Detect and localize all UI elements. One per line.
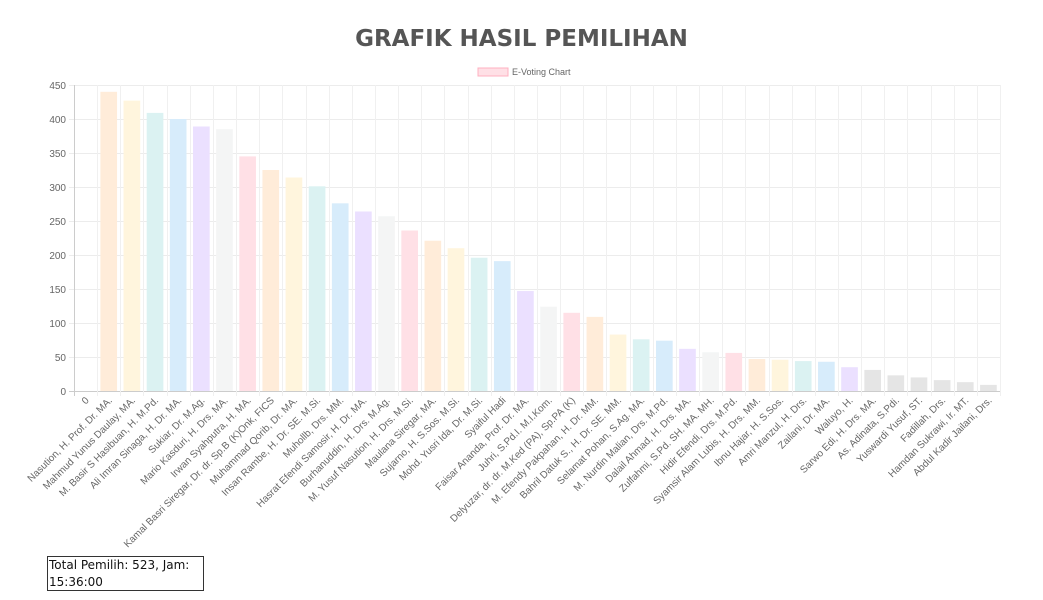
y-axis-ticks: 0 50 100 150 200 250 300 350 400 450 bbox=[49, 81, 66, 398]
bar-8[interactable] bbox=[262, 170, 280, 391]
total-voters-status: Total Pemilih: 523, Jam: 15:36:00 bbox=[47, 556, 204, 591]
bar-17[interactable] bbox=[470, 257, 488, 391]
bar-4[interactable] bbox=[169, 119, 187, 391]
y-tick-label: 400 bbox=[49, 115, 66, 126]
legend-label[interactable]: E-Voting Chart bbox=[512, 67, 571, 77]
bar-10[interactable] bbox=[308, 186, 326, 391]
y-tick-label: 50 bbox=[55, 353, 67, 364]
bar-2[interactable] bbox=[123, 100, 141, 391]
bar-18[interactable] bbox=[493, 261, 511, 391]
bar-20[interactable] bbox=[540, 306, 557, 391]
y-tick-label: 150 bbox=[49, 285, 66, 296]
bar-15[interactable] bbox=[424, 240, 442, 391]
bar-14[interactable] bbox=[401, 230, 419, 391]
bar-35[interactable] bbox=[887, 375, 905, 391]
bar-31[interactable] bbox=[794, 361, 812, 391]
y-tick-label: 0 bbox=[60, 387, 66, 398]
y-tick-label: 200 bbox=[49, 251, 66, 262]
bar-33[interactable] bbox=[841, 367, 858, 391]
bar-27[interactable] bbox=[702, 352, 719, 391]
y-tick-label: 350 bbox=[49, 149, 66, 160]
page-title: GRAFIK HASIL PEMILIHAN bbox=[355, 26, 688, 52]
bar-6[interactable] bbox=[216, 129, 233, 391]
bar-30[interactable] bbox=[771, 359, 789, 391]
chart-bars bbox=[100, 91, 997, 392]
bar-32[interactable] bbox=[818, 361, 835, 391]
bar-26[interactable] bbox=[679, 348, 696, 391]
bar-38[interactable] bbox=[956, 382, 974, 391]
chart-legend[interactable]: E-Voting Chart bbox=[477, 67, 571, 77]
bar-23[interactable] bbox=[609, 334, 627, 391]
bar-22[interactable] bbox=[586, 316, 604, 391]
bar-37[interactable] bbox=[933, 380, 951, 391]
bar-9[interactable] bbox=[285, 177, 303, 391]
bar-29[interactable] bbox=[748, 359, 766, 391]
bar-5[interactable] bbox=[192, 126, 210, 391]
bar-11[interactable] bbox=[331, 203, 349, 391]
y-tick-label: 100 bbox=[49, 319, 66, 330]
y-tick-label: 300 bbox=[49, 183, 66, 194]
x-tick-label: Mahmud Yunus Daulay, MA. bbox=[41, 395, 138, 492]
y-tick-label: 450 bbox=[49, 81, 66, 92]
bar-7[interactable] bbox=[239, 156, 256, 391]
bar-12[interactable] bbox=[355, 211, 372, 391]
bar-34[interactable] bbox=[864, 369, 882, 391]
bar-39[interactable] bbox=[980, 384, 997, 391]
x-tick-label: 0 bbox=[80, 395, 92, 407]
bar-3[interactable] bbox=[146, 112, 164, 391]
bar-24[interactable] bbox=[632, 339, 650, 391]
bar-19[interactable] bbox=[517, 291, 534, 391]
bar-16[interactable] bbox=[447, 248, 465, 391]
bar-25[interactable] bbox=[655, 340, 673, 391]
bar-36[interactable] bbox=[910, 377, 928, 391]
bar-21[interactable] bbox=[563, 312, 581, 391]
bar-28[interactable] bbox=[725, 352, 743, 391]
y-tick-label: 250 bbox=[49, 217, 66, 228]
bar-13[interactable] bbox=[378, 216, 395, 391]
bar-1[interactable] bbox=[100, 91, 118, 392]
legend-swatch[interactable] bbox=[477, 67, 509, 77]
